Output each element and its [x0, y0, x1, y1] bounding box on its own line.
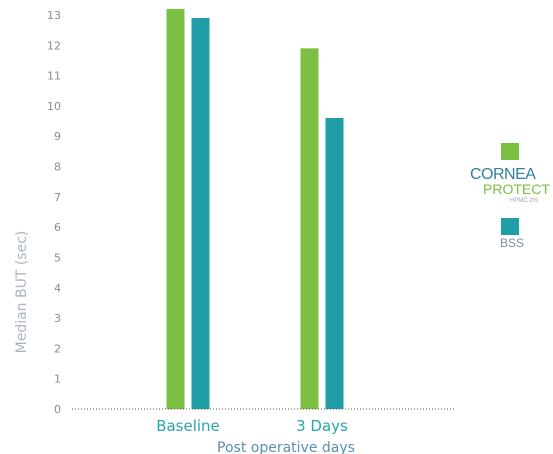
bar-cornea-protect-3-days [300, 48, 319, 409]
x-axis-title: Post operative days [217, 440, 355, 454]
legend-swatch-cornea-protect [501, 143, 519, 160]
bar-bss-baseline [191, 18, 210, 410]
y-tick-label: 1 [54, 373, 61, 386]
y-tick-label: 8 [54, 161, 61, 174]
y-tick-label: 3 [54, 312, 61, 325]
category-labels: Baseline 3 Days [156, 417, 348, 435]
legend-swatch-bss [501, 218, 519, 235]
logo-line-protect: PROTECT [483, 181, 550, 197]
legend: CORNEA PROTECT HPMC 2% BSS [468, 143, 550, 250]
y-tick-label: 9 [54, 130, 61, 143]
x-category-label: Baseline [156, 417, 220, 435]
x-category-label: 3 Days [296, 417, 348, 435]
bars [166, 8, 344, 410]
y-tick-label: 11 [47, 70, 61, 83]
y-tick-label: 12 [47, 39, 61, 52]
logo-line-hpmc: HPMC 2% [510, 198, 539, 204]
cornea-protect-logo: CORNEA PROTECT HPMC 2% [468, 166, 550, 210]
bar-cornea-protect-baseline [166, 8, 185, 409]
legend-label-bss: BSS [500, 236, 525, 250]
y-tick-label: 6 [54, 221, 61, 234]
y-tick-label: 7 [54, 191, 61, 204]
bar-bss-3-days [325, 118, 344, 410]
y-tick-label: 4 [54, 282, 61, 295]
y-tick-label: 0 [54, 403, 61, 416]
y-axis-title: Median BUT (sec) [14, 231, 30, 354]
y-tick-label: 5 [54, 251, 61, 264]
y-tick-label: 2 [54, 342, 61, 355]
y-tick-label: 10 [47, 100, 61, 113]
y-tick-label: 13 [47, 9, 61, 22]
logo-line-cornea: CORNEA [470, 166, 536, 183]
